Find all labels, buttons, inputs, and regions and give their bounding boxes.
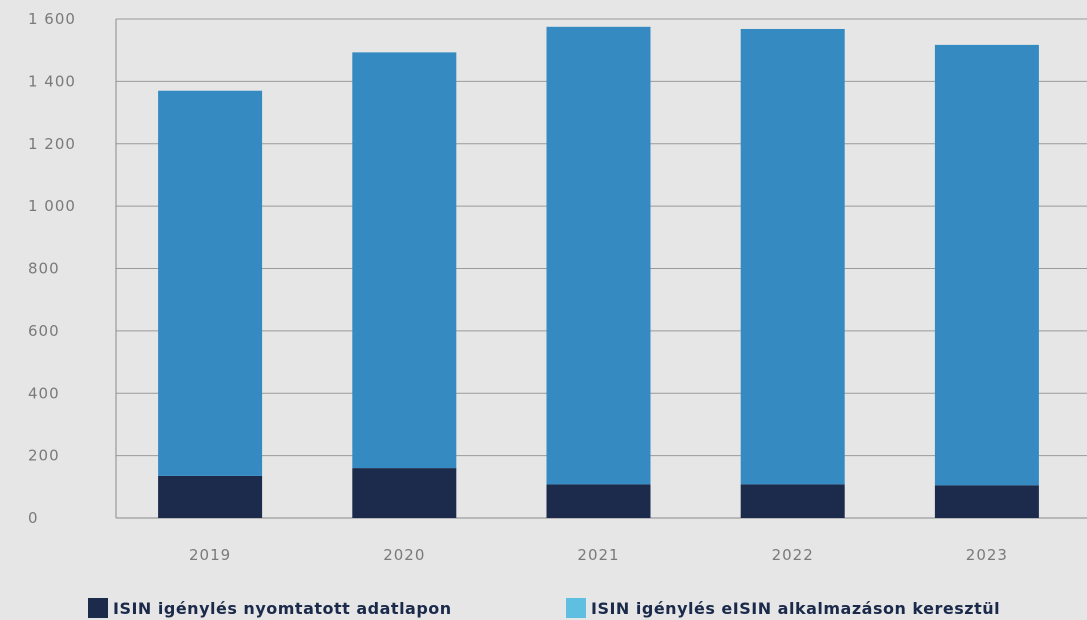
bar-printed-2019	[158, 475, 263, 518]
bar-eisin-2022	[740, 28, 845, 485]
y-tick-label: 1 400	[28, 72, 76, 90]
bar-eisin-2020	[352, 52, 457, 469]
bar-eisin-2023	[934, 44, 1039, 486]
x-tick-label: 2021	[577, 546, 619, 564]
bar-printed-2022	[740, 484, 845, 518]
y-tick-label: 200	[28, 447, 60, 465]
bar-eisin-2021	[546, 26, 651, 485]
legend-item-eisin: ISIN igénylés eISIN alkalmazáson kereszt…	[566, 598, 1000, 618]
x-tick-label: 2020	[383, 546, 425, 564]
chart-plot: 0 200 400 600 800 1 000 1 200 1 400 1 600 2019 202…	[28, 10, 1087, 564]
x-tick-label: 2022	[772, 546, 814, 564]
y-tick-label: 0	[28, 509, 39, 527]
y-tick-label: 1 600	[28, 10, 76, 28]
legend-label-printed: ISIN igénylés nyomtatott adatlapon	[113, 598, 452, 618]
y-tick-label: 800	[28, 260, 60, 278]
legend-label-eisin: ISIN igénylés eISIN alkalmazáson kereszt…	[591, 598, 1001, 618]
y-tick-label: 600	[28, 322, 60, 340]
legend-swatch-printed	[88, 598, 108, 618]
legend-item-printed: ISIN igénylés nyomtatott adatlapon	[88, 598, 452, 618]
y-tick-label: 1 200	[28, 135, 76, 153]
y-tick-label: 400	[28, 384, 60, 402]
bar-printed-2020	[352, 468, 457, 518]
x-tick-label: 2019	[189, 546, 231, 564]
bar-printed-2023	[934, 485, 1039, 518]
x-tick-label: 2023	[966, 546, 1008, 564]
legend-swatch-eisin	[566, 598, 586, 618]
bar-eisin-2019	[158, 90, 263, 476]
y-tick-label: 1 000	[28, 197, 76, 215]
bar-printed-2021	[546, 484, 651, 518]
